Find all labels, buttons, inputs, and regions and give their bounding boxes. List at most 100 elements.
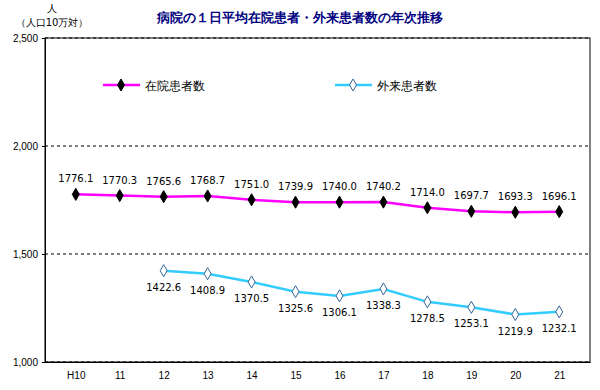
data-label: 1765.6 bbox=[146, 176, 181, 187]
chart-svg: 病院の１日平均在院患者・外来患者数の年次推移 人 （人口10万対） 1,000 1,50… bbox=[0, 0, 600, 390]
point bbox=[380, 196, 387, 208]
x-tick-label: 18 bbox=[422, 370, 434, 381]
point bbox=[512, 206, 519, 218]
y-label-sub: （人口10万対） bbox=[16, 17, 89, 28]
point bbox=[556, 306, 563, 318]
y-axis: 1,000 1,500 2,000 2,500 bbox=[13, 33, 46, 368]
data-label: 1408.9 bbox=[190, 285, 225, 296]
x-tick: H10 bbox=[67, 362, 86, 381]
title: 病院の１日平均在院患者・外来患者数の年次推移 bbox=[156, 10, 443, 25]
grid-line bbox=[45, 38, 590, 39]
y-tick: 1,500 bbox=[13, 249, 45, 260]
data-label: 1768.7 bbox=[190, 175, 225, 186]
point bbox=[336, 290, 343, 302]
data-label: 1739.9 bbox=[278, 181, 313, 192]
x-tick-label: 17 bbox=[378, 370, 390, 381]
point bbox=[204, 268, 211, 280]
x-tick-label: 16 bbox=[334, 370, 346, 381]
point bbox=[248, 194, 255, 206]
data-label: 1306.1 bbox=[322, 307, 357, 318]
x-tick: 17 bbox=[378, 362, 390, 381]
point bbox=[336, 196, 343, 208]
data-label: 1770.3 bbox=[102, 175, 137, 186]
data-label: 1740.0 bbox=[322, 181, 357, 192]
x-tick-label: 15 bbox=[290, 370, 302, 381]
y-tick-mark bbox=[42, 146, 45, 147]
y-tick-label: 2,000 bbox=[13, 141, 38, 152]
legend-label: 在院患者数 bbox=[145, 79, 205, 93]
marks bbox=[72, 188, 562, 320]
point bbox=[72, 188, 79, 200]
grid bbox=[45, 38, 590, 362]
data-label: 1697.7 bbox=[454, 190, 489, 201]
x-tick: 21 bbox=[554, 362, 566, 381]
point bbox=[468, 205, 475, 217]
x-tick-label: 13 bbox=[203, 370, 215, 381]
y-tick-label: 1,000 bbox=[13, 357, 38, 368]
data-label: 1253.1 bbox=[454, 318, 489, 329]
point bbox=[512, 308, 519, 320]
x-tick: 20 bbox=[510, 362, 522, 381]
data-label: 1338.3 bbox=[366, 300, 401, 311]
x-tick-label: 21 bbox=[554, 370, 566, 381]
grid-line bbox=[45, 362, 590, 363]
data-label: 1278.5 bbox=[410, 313, 445, 324]
x-axis: H10 11 12 13 14 15 16 17 18 19 20 21 bbox=[46, 362, 591, 381]
chart-container: 病院の１日平均在院患者・外来患者数の年次推移 人 （人口10万対） 1,000 1,50… bbox=[0, 0, 600, 390]
data-label: 1693.3 bbox=[498, 191, 533, 202]
data-label: 1714.0 bbox=[410, 187, 445, 198]
x-axis-line bbox=[46, 362, 591, 363]
data-label: 1422.6 bbox=[146, 282, 181, 293]
x-tick-label: 12 bbox=[159, 370, 171, 381]
x-tick: 11 bbox=[115, 362, 126, 381]
point bbox=[204, 190, 211, 202]
y-tick: 2,500 bbox=[13, 33, 45, 44]
y-label: 人 bbox=[47, 3, 57, 14]
x-tick-label: 11 bbox=[115, 370, 126, 381]
x-tick: 18 bbox=[422, 362, 434, 381]
grid-line bbox=[45, 146, 590, 147]
data-label: 1751.0 bbox=[234, 179, 269, 190]
y-tick-mark bbox=[42, 362, 45, 363]
data-label: 1370.5 bbox=[234, 293, 269, 304]
y-tick: 2,000 bbox=[13, 141, 45, 152]
legend-marker bbox=[118, 79, 125, 91]
data-label: 1776.1 bbox=[58, 173, 93, 184]
grid-line bbox=[45, 254, 590, 255]
point bbox=[424, 296, 431, 308]
y-tick-mark bbox=[42, 38, 45, 39]
x-tick-label: H10 bbox=[67, 370, 86, 381]
x-tick: 13 bbox=[203, 362, 215, 381]
point bbox=[424, 202, 431, 214]
x-tick-label: 20 bbox=[510, 370, 522, 381]
y-tick-mark bbox=[42, 254, 45, 255]
point bbox=[160, 191, 167, 203]
x-tick: 12 bbox=[159, 362, 171, 381]
y-tick: 1,000 bbox=[13, 357, 45, 368]
point bbox=[380, 283, 387, 295]
point bbox=[160, 265, 167, 277]
point bbox=[556, 206, 563, 218]
point bbox=[468, 301, 475, 313]
data-label: 1232.1 bbox=[542, 323, 577, 334]
series-line bbox=[164, 271, 560, 315]
x-tick-label: 14 bbox=[247, 370, 259, 381]
point bbox=[116, 190, 123, 202]
x-tick-label: 19 bbox=[466, 370, 478, 381]
legend: 在院患者数 外来患者数 bbox=[103, 79, 437, 93]
legend-item: 在院患者数 bbox=[103, 79, 205, 93]
y-tick-label: 1,500 bbox=[13, 249, 38, 260]
legend-label: 外来患者数 bbox=[377, 79, 437, 93]
plot-frame bbox=[45, 38, 590, 362]
data-label: 1740.2 bbox=[366, 181, 401, 192]
x-tick: 14 bbox=[247, 362, 259, 381]
legend-marker bbox=[350, 79, 357, 91]
y-tick-label: 2,500 bbox=[13, 33, 38, 44]
y-axis-line bbox=[42, 39, 46, 363]
data-labels: 1776.1 1770.3 1765.6 1768.7 1751.0 1739.9 1740… bbox=[58, 173, 576, 336]
data-label: 1219.9 bbox=[498, 326, 533, 337]
point bbox=[292, 286, 299, 298]
data-label: 1325.6 bbox=[278, 303, 313, 314]
x-tick: 16 bbox=[334, 362, 346, 381]
x-tick: 19 bbox=[466, 362, 478, 381]
